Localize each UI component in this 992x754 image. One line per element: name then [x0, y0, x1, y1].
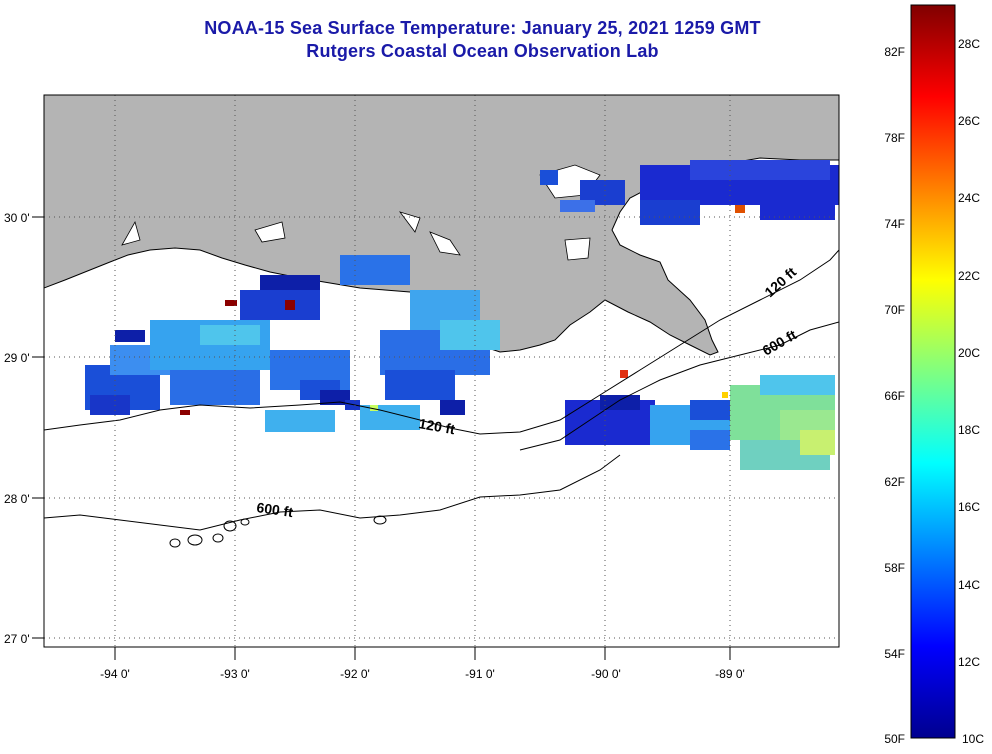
lake-bay: [429, 231, 461, 256]
depth-contours: [44, 249, 839, 548]
lon-label: -92 0': [340, 667, 370, 681]
colorbar-c-label: 20C: [958, 346, 980, 360]
map-title: NOAA-15 Sea Surface Temperature: January…: [204, 18, 761, 38]
map-frame: [43, 94, 840, 648]
lat-label: 29 0': [4, 351, 30, 365]
tick-marks: [32, 216, 731, 660]
land-mass: [44, 95, 839, 356]
lake-small: [564, 237, 591, 261]
lon-label: -89 0': [715, 667, 745, 681]
colorbar-c-label: 16C: [958, 500, 980, 514]
colorbar-c-label: 12C: [958, 655, 980, 669]
colorbar-c-label: 26C: [958, 114, 980, 128]
depth-label-600-south: 600 ft: [256, 499, 295, 520]
depth-label-120-west: 120 ft: [417, 415, 456, 437]
map-subtitle: Rutgers Coastal Ocean Observation Lab: [306, 41, 659, 61]
sst-data: [85, 160, 839, 470]
colorbar-c-label: 18C: [958, 423, 980, 437]
lat-label: 30 0': [4, 211, 30, 225]
colorbar-c-label: 10C: [962, 732, 984, 746]
grid-lines: [44, 95, 839, 647]
colorbar-f-label: 74F: [884, 217, 905, 231]
colorbar-f-label: 54F: [884, 647, 905, 661]
lon-label: -94 0': [100, 667, 130, 681]
lon-label: -91 0': [465, 667, 495, 681]
colorbar-c-label: 14C: [958, 578, 980, 592]
colorbar-f-label: 82F: [884, 45, 905, 59]
lon-label: -93 0': [220, 667, 250, 681]
colorbar-f-label: 78F: [884, 131, 905, 145]
lake-calcasieu: [121, 220, 141, 246]
colorbar-f-label: 66F: [884, 389, 905, 403]
colorbar-c-label: 24C: [958, 191, 980, 205]
lon-label: -90 0': [591, 667, 621, 681]
colorbar-f-label: 70F: [884, 303, 905, 317]
colorbar-f-label: 58F: [884, 561, 905, 575]
colorbar-f-label: 50F: [884, 732, 905, 746]
lake-white: [254, 221, 286, 243]
lat-label: 28 0': [4, 492, 30, 506]
color-bar: [910, 4, 956, 739]
colorbar-c-label: 28C: [958, 37, 980, 51]
lat-label: 27 0': [4, 632, 30, 646]
colorbar-c-label: 22C: [958, 269, 980, 283]
colorbar-f-label: 62F: [884, 475, 905, 489]
